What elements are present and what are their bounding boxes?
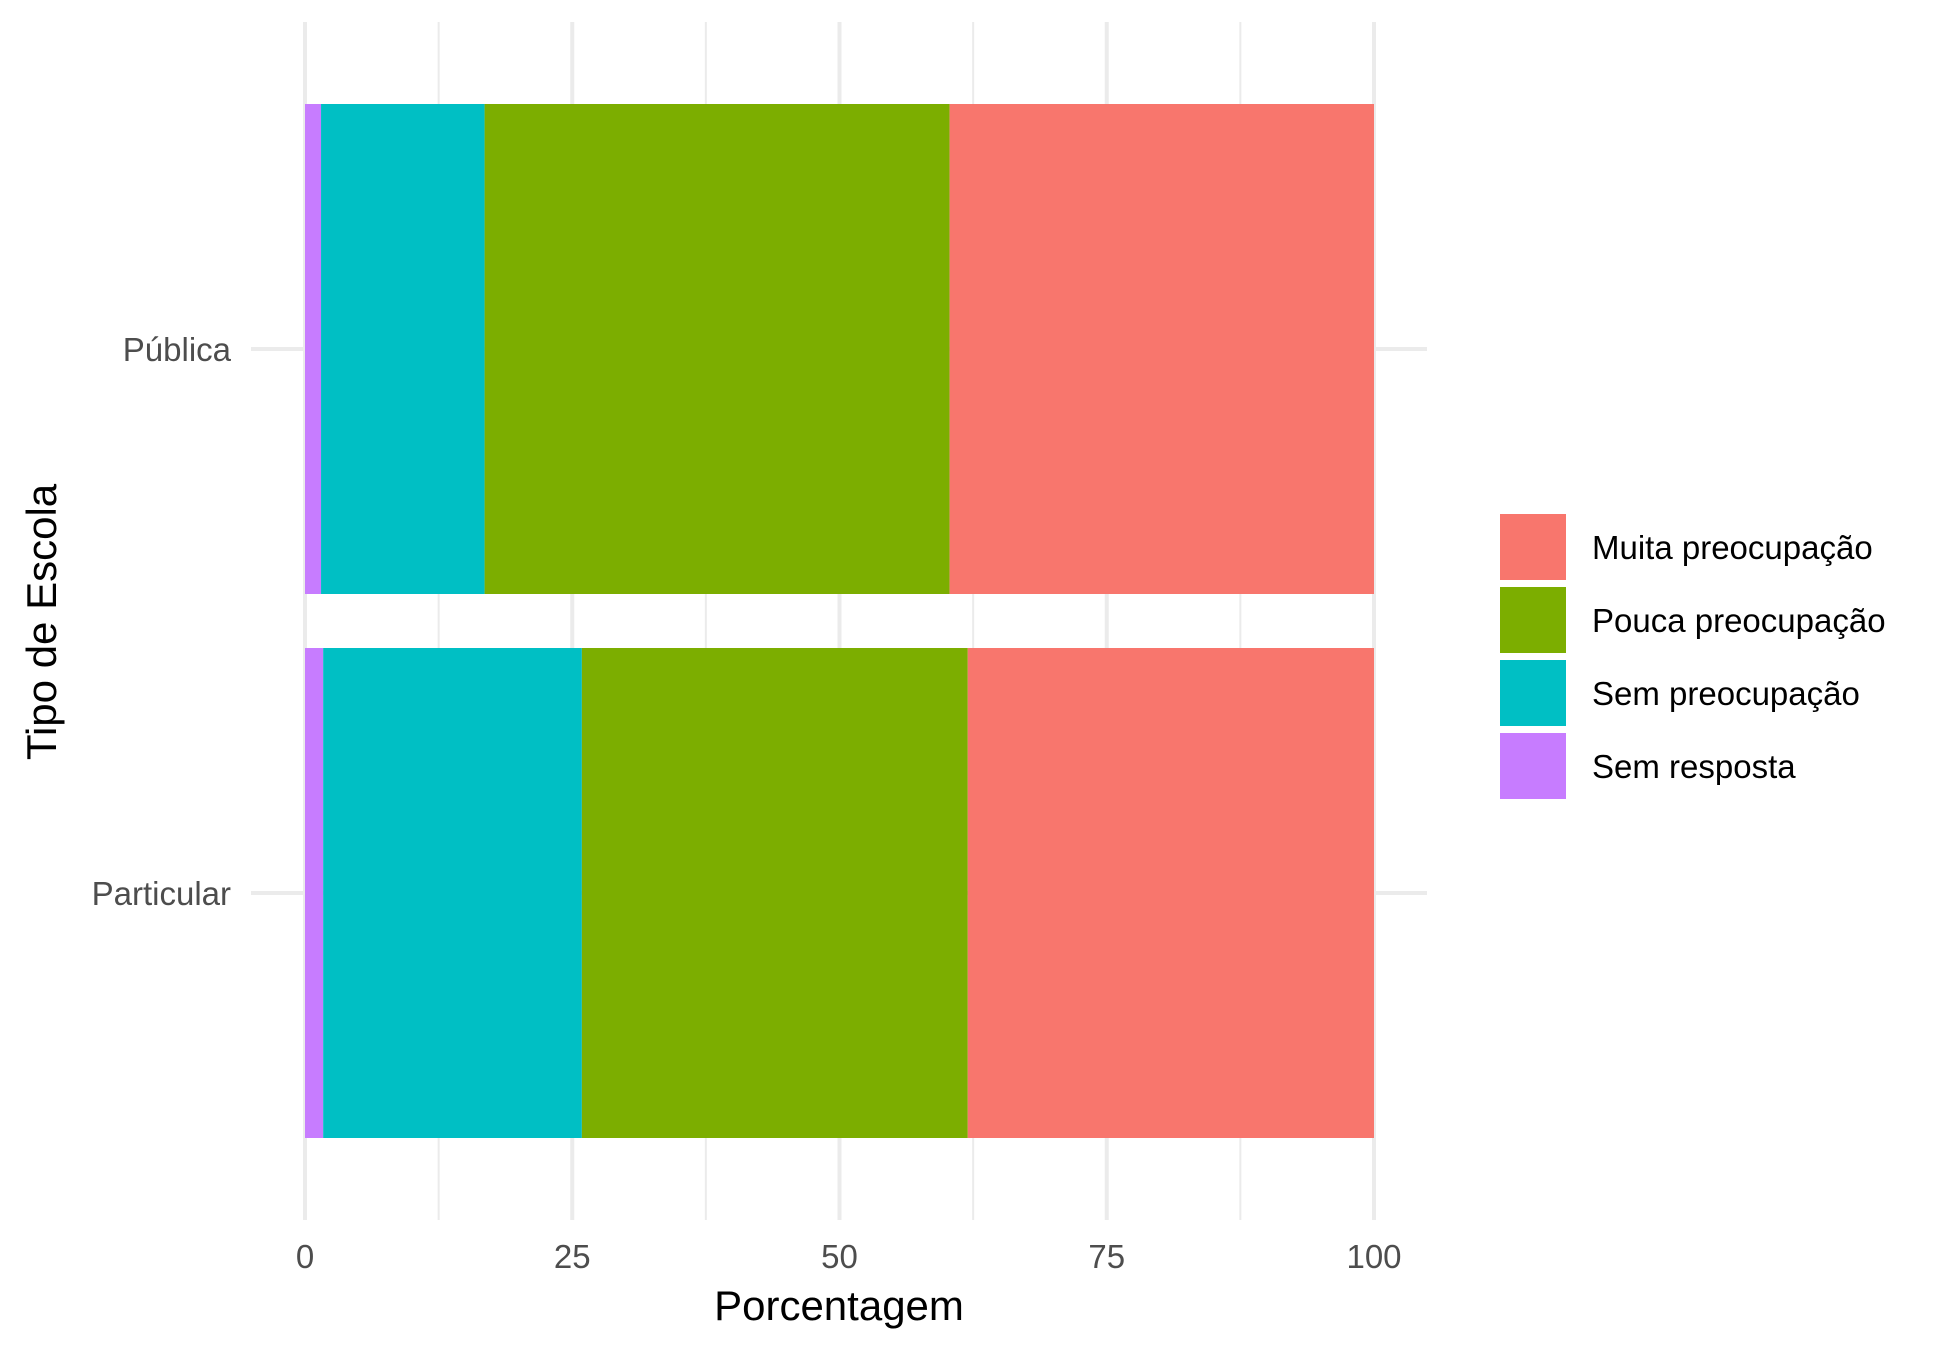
legend-label: Pouca preocupação bbox=[1592, 602, 1886, 639]
x-axis-ticks: 0 25 50 75 100 bbox=[296, 1238, 1402, 1275]
y-axis-title: Tipo de Escola bbox=[18, 483, 65, 760]
bar-segment bbox=[321, 104, 485, 594]
bar-segment bbox=[323, 648, 582, 1138]
y-tick-label: Pública bbox=[123, 331, 232, 368]
bar-segment bbox=[484, 104, 950, 594]
x-tick-label: 50 bbox=[821, 1238, 858, 1275]
bar-segment bbox=[967, 648, 1374, 1138]
x-axis-title: Porcentagem bbox=[714, 1282, 964, 1329]
legend-label: Sem resposta bbox=[1592, 748, 1796, 785]
bars bbox=[305, 104, 1374, 1138]
legend-label: Sem preocupação bbox=[1592, 675, 1860, 712]
legend-key bbox=[1500, 660, 1566, 726]
legend-key bbox=[1500, 514, 1566, 580]
legend-key bbox=[1500, 587, 1566, 653]
x-tick-label: 100 bbox=[1346, 1238, 1401, 1275]
y-axis-ticks: Pública Particular bbox=[92, 331, 232, 912]
x-tick-label: 25 bbox=[554, 1238, 591, 1275]
bar-segment bbox=[581, 648, 968, 1138]
bar-segment bbox=[305, 648, 324, 1138]
bar-segment bbox=[305, 104, 322, 594]
y-tick-label: Particular bbox=[92, 875, 231, 912]
legend-label: Muita preocupação bbox=[1592, 529, 1873, 566]
bar-segment bbox=[949, 104, 1374, 594]
x-tick-label: 75 bbox=[1088, 1238, 1125, 1275]
legend: Muita preocupação Pouca preocupação Sem pr… bbox=[1500, 514, 1886, 799]
x-tick-label: 0 bbox=[296, 1238, 314, 1275]
legend-key bbox=[1500, 733, 1566, 799]
